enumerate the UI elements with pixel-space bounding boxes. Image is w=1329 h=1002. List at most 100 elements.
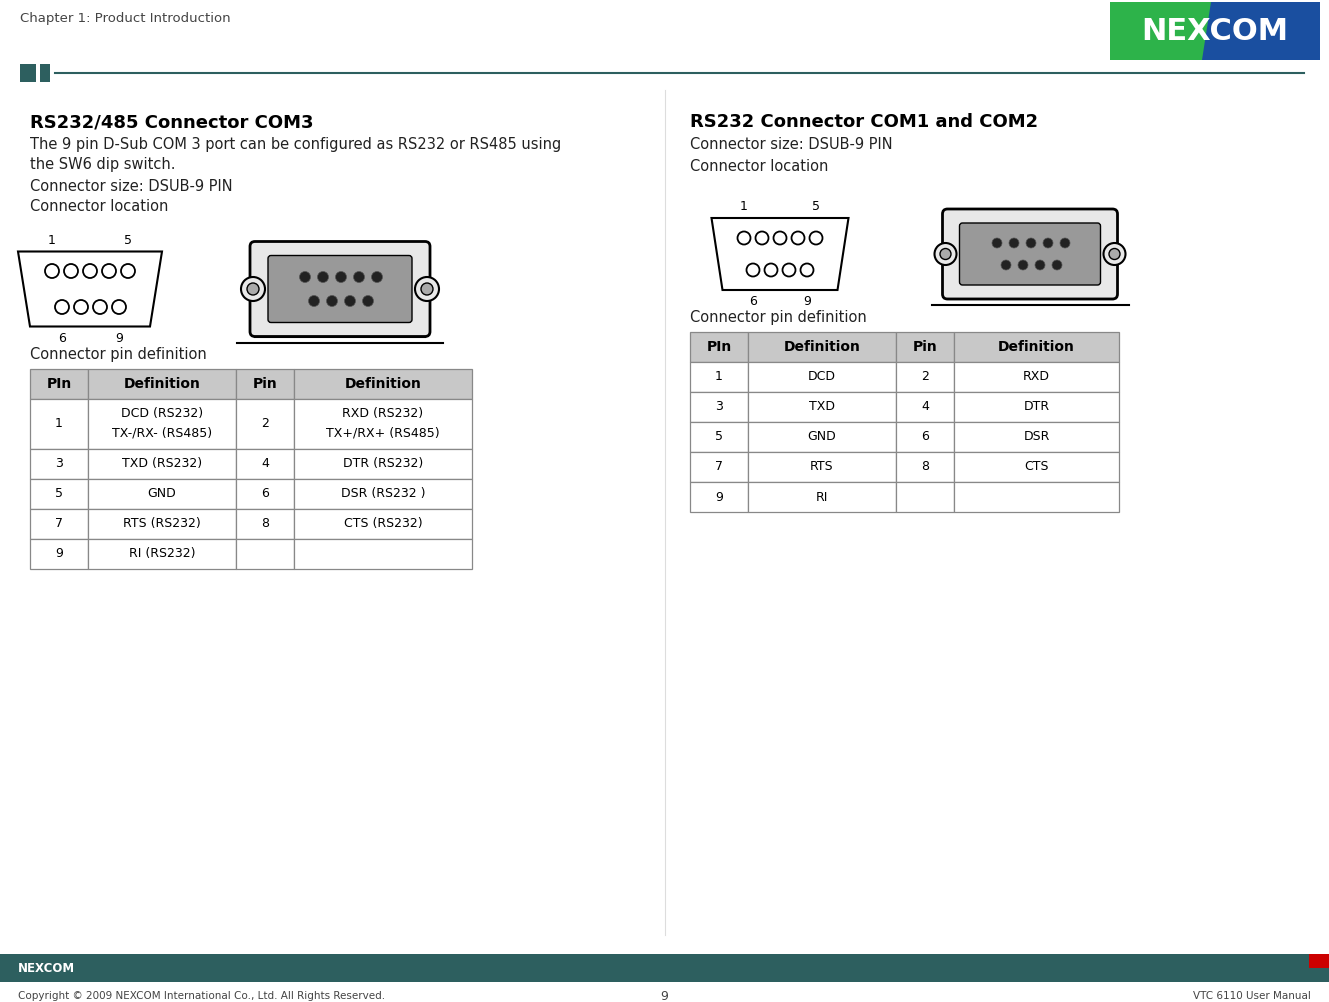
- Text: VTC 6110 User Manual: VTC 6110 User Manual: [1193, 991, 1310, 1001]
- Text: Connector location: Connector location: [31, 199, 169, 214]
- Text: 2: 2: [921, 371, 929, 384]
- Text: DTR (RS232): DTR (RS232): [343, 457, 423, 470]
- Bar: [294, 538, 472, 568]
- Text: Definition: Definition: [124, 377, 201, 391]
- Text: 1: 1: [54, 417, 62, 430]
- Text: GND: GND: [148, 487, 177, 500]
- Bar: [954, 452, 1119, 482]
- Text: PIn: PIn: [47, 377, 72, 391]
- Text: Pin: Pin: [913, 340, 937, 354]
- Text: 9: 9: [803, 295, 811, 308]
- Text: RS232/485 Connector COM3: RS232/485 Connector COM3: [31, 113, 314, 131]
- Text: TX+/RX+ (RS485): TX+/RX+ (RS485): [326, 427, 440, 440]
- Bar: [237, 449, 294, 479]
- Bar: [896, 482, 954, 512]
- Bar: [954, 362, 1119, 392]
- Text: NEXCOM: NEXCOM: [1142, 16, 1289, 45]
- Bar: [237, 538, 294, 568]
- Text: Connector size: DSUB-9 PIN: Connector size: DSUB-9 PIN: [31, 179, 233, 194]
- Circle shape: [1108, 248, 1120, 260]
- Text: RS232 Connector COM1 and COM2: RS232 Connector COM1 and COM2: [690, 113, 1038, 131]
- Circle shape: [1018, 260, 1029, 270]
- Circle shape: [421, 283, 433, 295]
- FancyBboxPatch shape: [960, 223, 1100, 285]
- Bar: [954, 392, 1119, 422]
- Text: 6: 6: [750, 295, 758, 308]
- Bar: [0, 954, 1329, 982]
- FancyBboxPatch shape: [268, 256, 412, 323]
- Bar: [88, 369, 237, 399]
- Text: DSR (RS232 ): DSR (RS232 ): [340, 487, 425, 500]
- Text: 5: 5: [124, 233, 132, 246]
- Text: 5: 5: [715, 431, 723, 444]
- Bar: [896, 392, 954, 422]
- Text: 5: 5: [54, 487, 62, 500]
- Text: CTS: CTS: [1025, 461, 1049, 474]
- Text: Definition: Definition: [998, 340, 1075, 354]
- Polygon shape: [1110, 2, 1219, 60]
- Bar: [748, 452, 896, 482]
- Text: 9: 9: [715, 491, 723, 503]
- Text: RXD (RS232): RXD (RS232): [343, 408, 424, 421]
- Text: 8: 8: [921, 461, 929, 474]
- Bar: [88, 399, 237, 449]
- Text: 6: 6: [58, 332, 66, 345]
- Text: CTS (RS232): CTS (RS232): [344, 517, 423, 530]
- Bar: [748, 392, 896, 422]
- Circle shape: [363, 296, 373, 307]
- Bar: [896, 422, 954, 452]
- Circle shape: [1061, 238, 1070, 248]
- Text: 4: 4: [260, 457, 268, 470]
- Circle shape: [1026, 238, 1037, 248]
- Bar: [690, 482, 748, 512]
- Text: The 9 pin D-Sub COM 3 port can be configured as RS232 or RS485 using: The 9 pin D-Sub COM 3 port can be config…: [31, 137, 561, 152]
- Text: 6: 6: [260, 487, 268, 500]
- Text: Chapter 1: Product Introduction: Chapter 1: Product Introduction: [20, 11, 231, 24]
- Polygon shape: [1203, 2, 1320, 60]
- Bar: [896, 332, 954, 362]
- Text: 9: 9: [116, 332, 124, 345]
- Text: 3: 3: [54, 457, 62, 470]
- FancyBboxPatch shape: [250, 241, 431, 337]
- Text: Copyright © 2009 NEXCOM International Co., Ltd. All Rights Reserved.: Copyright © 2009 NEXCOM International Co…: [19, 991, 385, 1001]
- Text: Definition: Definition: [344, 377, 421, 391]
- Bar: [294, 369, 472, 399]
- Text: 6: 6: [921, 431, 929, 444]
- Text: 5: 5: [812, 200, 820, 213]
- Circle shape: [1001, 260, 1011, 270]
- Text: TXD (RS232): TXD (RS232): [122, 457, 202, 470]
- Text: the SW6 dip switch.: the SW6 dip switch.: [31, 157, 175, 172]
- Text: 7: 7: [715, 461, 723, 474]
- Circle shape: [247, 283, 259, 295]
- Bar: [31, 479, 88, 508]
- Bar: [954, 482, 1119, 512]
- Bar: [294, 449, 472, 479]
- Bar: [88, 479, 237, 508]
- Text: 8: 8: [260, 517, 268, 530]
- Text: 4: 4: [921, 401, 929, 414]
- Text: RTS (RS232): RTS (RS232): [124, 517, 201, 530]
- Text: Connector location: Connector location: [690, 159, 828, 174]
- Text: RXD: RXD: [1023, 371, 1050, 384]
- Text: 1: 1: [48, 233, 56, 246]
- Circle shape: [241, 277, 264, 301]
- Bar: [748, 482, 896, 512]
- Text: DSR: DSR: [1023, 431, 1050, 444]
- Text: Connector pin definition: Connector pin definition: [31, 347, 207, 362]
- Circle shape: [1103, 243, 1126, 265]
- Text: Pin: Pin: [253, 377, 278, 391]
- Circle shape: [318, 272, 328, 283]
- Circle shape: [372, 272, 383, 283]
- Bar: [690, 392, 748, 422]
- Bar: [31, 508, 88, 538]
- Circle shape: [335, 272, 347, 283]
- Bar: [237, 399, 294, 449]
- Text: 3: 3: [715, 401, 723, 414]
- Text: RI: RI: [816, 491, 828, 503]
- Text: NEXCOM: NEXCOM: [19, 962, 76, 975]
- Text: Connector size: DSUB-9 PIN: Connector size: DSUB-9 PIN: [690, 137, 893, 152]
- Circle shape: [327, 296, 338, 307]
- Bar: [690, 452, 748, 482]
- Circle shape: [354, 272, 364, 283]
- Bar: [690, 332, 748, 362]
